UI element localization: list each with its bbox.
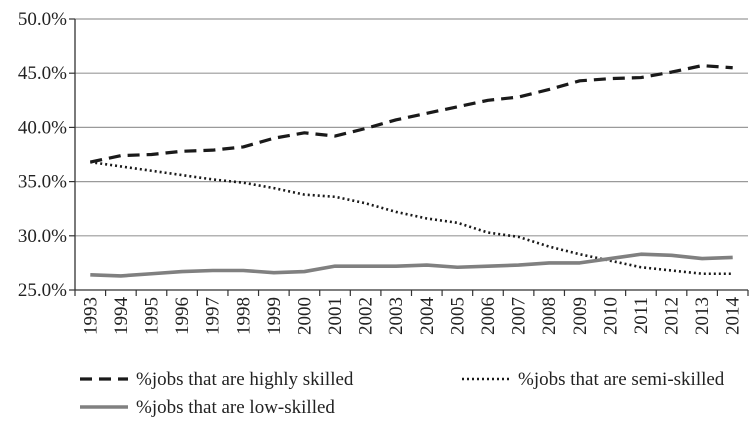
series-lines	[89, 64, 733, 278]
legend-label-1: %jobs that are semi-skilled	[518, 369, 725, 390]
y-tick-labels: 25.0% 30.0% 35.0% 40.0% 45.0% 50.0%	[18, 9, 67, 301]
x-tick-label-12: 2005	[447, 297, 468, 335]
y-tick-label-4: 45.0%	[18, 63, 67, 84]
x-tick-label-1: 1994	[111, 297, 132, 336]
legend: %jobs that are highly skilled %jobs that …	[80, 369, 725, 418]
x-tick-label-15: 2008	[539, 297, 560, 335]
x-tick-label-11: 2004	[417, 297, 438, 336]
series-line-2	[90, 252, 733, 278]
y-tick-label-5: 50.0%	[18, 9, 67, 30]
x-tick-label-4: 1997	[203, 297, 224, 335]
x-tick-label-13: 2006	[478, 297, 499, 335]
x-tick-label-2: 1995	[141, 297, 162, 335]
legend-label-2: %jobs that are low-skilled	[136, 397, 335, 418]
x-tick-label-10: 2003	[386, 297, 407, 335]
x-tick-label-19: 2012	[662, 297, 683, 335]
x-tick-label-20: 2013	[692, 297, 713, 335]
x-tick-label-5: 1998	[233, 297, 254, 335]
series-line-0	[89, 64, 733, 164]
x-tick-label-8: 2001	[325, 297, 346, 335]
x-tick-label-6: 1999	[264, 297, 285, 335]
series-line-1	[90, 160, 733, 276]
x-tick-label-14: 2007	[509, 297, 530, 335]
legend-label-0: %jobs that are highly skilled	[136, 369, 354, 390]
x-tick-label-16: 2009	[570, 297, 591, 335]
x-tick-label-17: 2010	[600, 297, 621, 335]
x-tick-label-9: 2002	[356, 297, 377, 335]
y-tick-label-0: 25.0%	[18, 280, 67, 301]
y-tick-label-3: 40.0%	[18, 117, 67, 138]
x-tick-labels: 1993 1994 1995 1996 1997 1998 1999 2000 2001 2002…	[80, 297, 743, 336]
x-tick-label-7: 2000	[294, 297, 315, 335]
axes	[69, 18, 749, 296]
x-tick-label-0: 1993	[80, 297, 101, 335]
x-tick-label-3: 1996	[172, 297, 193, 335]
y-tick-label-2: 35.0%	[18, 172, 67, 193]
x-tick-label-21: 2014	[723, 297, 744, 336]
gridlines	[75, 18, 748, 237]
y-tick-label-1: 30.0%	[18, 226, 67, 247]
x-tick-label-18: 2011	[631, 297, 652, 334]
